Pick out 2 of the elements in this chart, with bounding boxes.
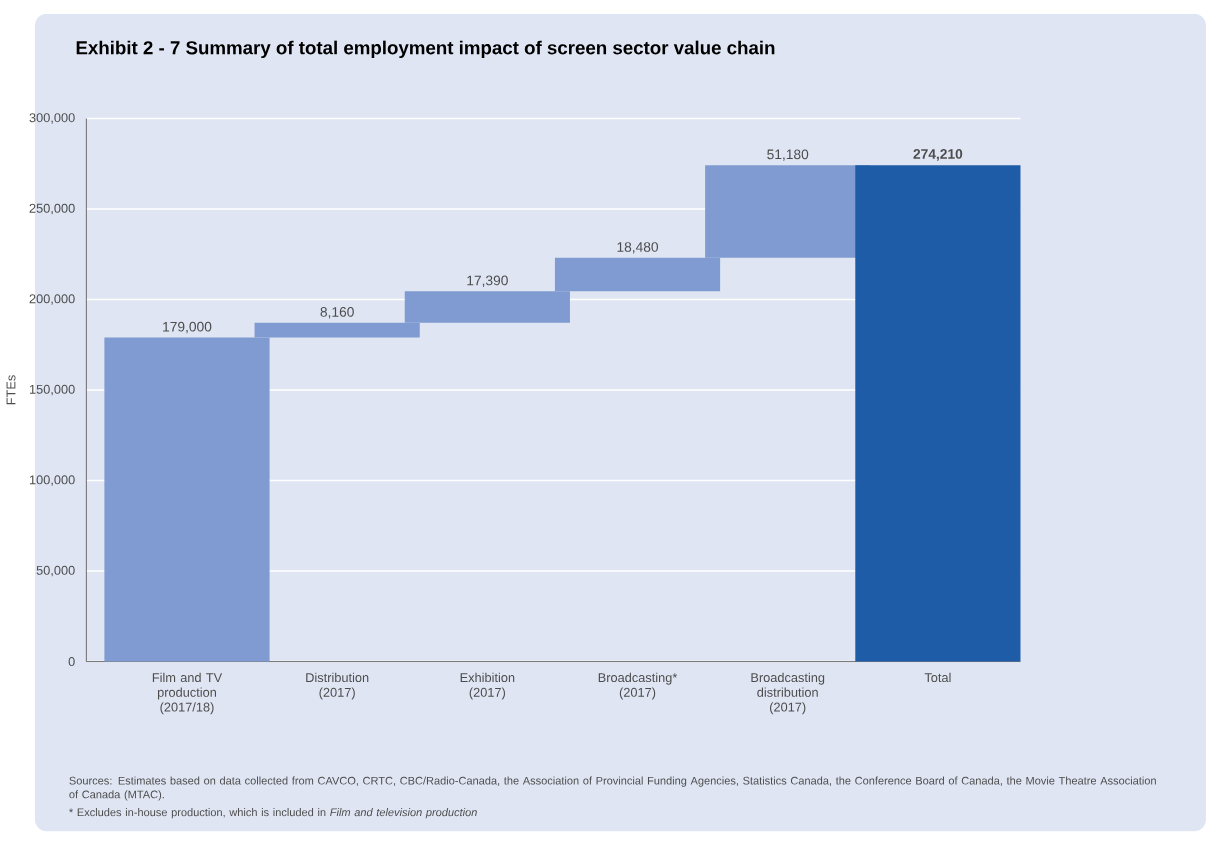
chart-title: Exhibit 2 - 7 Summary of total employment impact of screen sector value chain [76, 41, 775, 59]
bar [855, 165, 1021, 662]
